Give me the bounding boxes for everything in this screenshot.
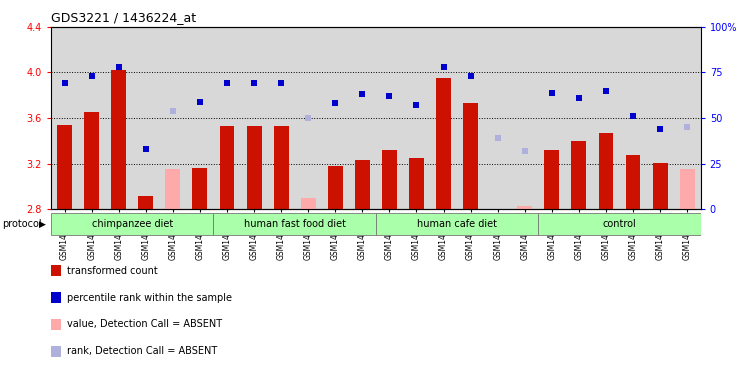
Bar xyxy=(653,162,668,209)
Text: human cafe diet: human cafe diet xyxy=(417,219,497,229)
Bar xyxy=(436,78,451,209)
Text: ▶: ▶ xyxy=(39,220,46,229)
Text: protocol: protocol xyxy=(2,219,42,229)
Bar xyxy=(246,126,261,209)
Bar xyxy=(138,195,153,209)
Text: human fast food diet: human fast food diet xyxy=(243,219,345,229)
Bar xyxy=(572,141,587,209)
Bar xyxy=(273,126,288,209)
Bar xyxy=(84,113,99,209)
Text: chimpanzee diet: chimpanzee diet xyxy=(92,219,173,229)
Bar xyxy=(626,155,641,209)
Bar xyxy=(328,166,342,209)
Bar xyxy=(219,126,234,209)
Text: GDS3221 / 1436224_at: GDS3221 / 1436224_at xyxy=(51,12,196,25)
Bar xyxy=(409,158,424,209)
Text: value, Detection Call = ABSENT: value, Detection Call = ABSENT xyxy=(67,319,222,329)
Text: rank, Detection Call = ABSENT: rank, Detection Call = ABSENT xyxy=(67,346,217,356)
FancyBboxPatch shape xyxy=(538,213,701,235)
Bar xyxy=(300,198,315,209)
Text: control: control xyxy=(602,219,636,229)
Bar xyxy=(599,133,614,209)
Bar xyxy=(680,169,695,209)
Bar xyxy=(463,103,478,209)
Text: percentile rank within the sample: percentile rank within the sample xyxy=(67,293,232,303)
Bar xyxy=(192,168,207,209)
Bar xyxy=(382,150,397,209)
Bar xyxy=(111,70,126,209)
Bar xyxy=(165,169,180,209)
Text: transformed count: transformed count xyxy=(67,266,158,276)
FancyBboxPatch shape xyxy=(51,213,213,235)
Bar xyxy=(57,125,72,209)
FancyBboxPatch shape xyxy=(376,213,538,235)
Bar xyxy=(517,206,532,209)
Bar xyxy=(544,150,559,209)
Bar xyxy=(355,160,369,209)
FancyBboxPatch shape xyxy=(213,213,376,235)
